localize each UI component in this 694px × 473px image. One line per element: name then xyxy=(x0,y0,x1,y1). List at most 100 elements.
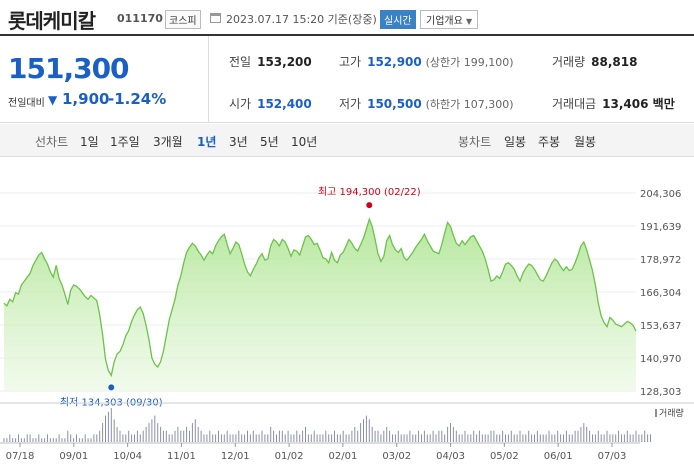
volume-bar xyxy=(481,434,483,442)
volume-bar xyxy=(32,438,34,442)
volume-label: 거래량 xyxy=(552,55,586,69)
volume-bar xyxy=(18,434,19,442)
volume-bar xyxy=(67,430,69,442)
stock-name: 롯데케미칼 xyxy=(8,9,96,33)
volume-bar xyxy=(371,426,373,442)
volume-bar xyxy=(113,419,115,442)
volume-bar xyxy=(345,434,347,442)
high-label: 고가 xyxy=(339,55,362,69)
volume-bar xyxy=(450,423,451,442)
volume-bar xyxy=(84,434,86,442)
volume-bar xyxy=(73,438,75,442)
corp-info-label: 기업개요 xyxy=(426,16,463,27)
volume-bar xyxy=(586,426,588,442)
high-value: 152,900 xyxy=(367,55,422,69)
volume-bar xyxy=(316,434,318,442)
volume-bar xyxy=(307,434,309,442)
volume-bar xyxy=(490,430,492,442)
tab-daily-candle[interactable]: 일봉 xyxy=(504,135,527,149)
x-axis: 07/18 09/01 10/04 11/01 12/01 01/02 02/0… xyxy=(6,443,626,462)
volume-bar xyxy=(209,430,211,442)
volume-legend-swatch xyxy=(655,409,657,417)
volume-bar xyxy=(363,419,364,442)
volume-bar xyxy=(510,430,512,442)
volume-bar xyxy=(380,434,382,442)
volume-bar xyxy=(412,434,414,442)
tab-10y[interactable]: 10년 xyxy=(291,135,318,149)
volume-bar xyxy=(522,434,524,442)
volume-bar xyxy=(551,434,553,442)
tab-weekly-candle[interactable]: 주봉 xyxy=(538,135,561,149)
x-tick-label: 12/01 xyxy=(221,451,250,462)
volume-bar xyxy=(273,430,275,442)
volume-bar xyxy=(305,426,306,442)
volume-bar xyxy=(557,430,559,442)
tab-1d[interactable]: 1일 xyxy=(80,135,99,149)
volume-bar xyxy=(554,434,556,442)
volume-bar xyxy=(389,430,391,442)
tab-1w[interactable]: 1주일 xyxy=(110,135,140,149)
volume-bar xyxy=(583,423,585,442)
change-percent: -1.24% xyxy=(108,90,167,108)
volume-bar xyxy=(200,430,202,442)
volume-bar xyxy=(629,434,631,442)
y-axis: 204,306 191,639 178,972 166,304 153,637 … xyxy=(640,189,681,398)
volume-bar xyxy=(52,438,54,442)
volume-bar xyxy=(47,434,48,442)
volume-bar xyxy=(406,434,408,442)
volume-bar xyxy=(467,434,469,442)
y-tick-label: 140,970 xyxy=(640,354,681,365)
volume-bar xyxy=(334,430,335,442)
volume-bar xyxy=(328,434,330,442)
amount-value: 13,406 백만 xyxy=(602,97,675,111)
low-label: 저가 xyxy=(339,97,362,111)
low-annotation: 최저 134,303 (09/30) xyxy=(60,396,163,408)
tab-3y[interactable]: 3년 xyxy=(229,135,248,149)
volume-bar xyxy=(244,434,246,442)
realtime-button[interactable]: 실시간 xyxy=(380,10,416,29)
volume-bar xyxy=(336,434,338,442)
volume-bar xyxy=(644,430,646,442)
volume-bar xyxy=(577,430,579,442)
volume-bar xyxy=(284,434,286,442)
volume-bar xyxy=(392,434,393,442)
y-tick-label: 128,303 xyxy=(640,387,681,398)
open-label: 시가 xyxy=(229,97,252,111)
volume-bar xyxy=(493,430,495,442)
volume-bar xyxy=(93,434,95,442)
volume-bar xyxy=(502,430,504,442)
price-chart: 204,306 191,639 178,972 166,304 153,637 … xyxy=(0,186,694,462)
volume-bar xyxy=(157,423,159,442)
volume-bar xyxy=(206,434,208,442)
volume-bar xyxy=(151,419,153,442)
volume-bar xyxy=(464,430,466,442)
calendar-icon xyxy=(210,13,221,23)
volume-bar xyxy=(525,434,527,442)
volume-bar xyxy=(600,434,602,442)
tab-monthly-candle[interactable]: 월봉 xyxy=(574,135,597,149)
volume-bar xyxy=(432,430,434,442)
volume-bar xyxy=(148,423,150,442)
corp-info-dropdown[interactable]: 기업개요 ▼ xyxy=(420,10,479,29)
period-bar: 선차트 1일 1주일 3개월 1년 3년 5년 10년 봉차트 일봉 주봉 월봉 xyxy=(0,124,694,157)
y-tick-label: 166,304 xyxy=(640,288,681,299)
volume-bar xyxy=(168,434,170,442)
tab-1y[interactable]: 1년 xyxy=(197,135,217,149)
volume-bar xyxy=(400,434,402,442)
x-tick-label: 10/04 xyxy=(113,451,142,462)
volume-bar xyxy=(496,434,498,442)
tab-5y[interactable]: 5년 xyxy=(260,135,279,149)
high-marker xyxy=(366,202,373,209)
volume-bar xyxy=(354,426,356,442)
volume-bar xyxy=(618,430,620,442)
prev-close-cell: 전일 153,200 xyxy=(229,53,312,70)
volume-bar xyxy=(55,438,57,442)
tab-3m[interactable]: 3개월 xyxy=(153,135,183,149)
volume-bar xyxy=(476,434,478,442)
open-cell: 시가 152,400 xyxy=(229,95,312,112)
volume-bar xyxy=(319,434,321,442)
volume-bar xyxy=(174,430,176,442)
volume-bar xyxy=(38,434,40,442)
volume-bar xyxy=(177,426,179,442)
low-value: 150,500 xyxy=(367,97,422,111)
